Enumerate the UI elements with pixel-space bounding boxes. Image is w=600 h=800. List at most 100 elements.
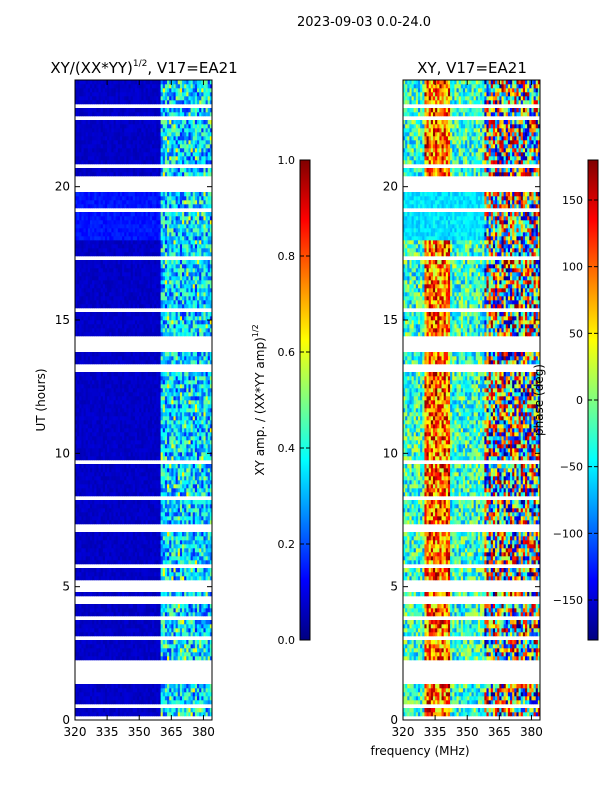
- heat-cell: [94, 692, 97, 697]
- heat-cell: [158, 640, 162, 645]
- heat-cell: [169, 656, 172, 661]
- heat-cell: [145, 648, 149, 653]
- heat-cell: [207, 648, 211, 653]
- heat-cell: [177, 656, 181, 661]
- heat-cell: [177, 652, 181, 657]
- heat-cell: [171, 700, 174, 705]
- heat-cell: [171, 628, 174, 633]
- heat-cell: [98, 632, 102, 637]
- heat-cell: [184, 712, 187, 717]
- heat-cell: [115, 648, 119, 653]
- heat-cell: [89, 688, 93, 693]
- heat-cell: [209, 632, 213, 637]
- heat-cell: [201, 696, 204, 701]
- heat-cell: [113, 696, 117, 701]
- heat-cell: [179, 640, 183, 645]
- heat-cell: [192, 628, 196, 633]
- heat-cell: [197, 632, 200, 637]
- heat-cell: [100, 684, 104, 689]
- heat-cell: [156, 644, 159, 649]
- heat-cell: [197, 652, 200, 657]
- heat-cell: [87, 712, 91, 717]
- heat-cell: [100, 640, 104, 645]
- heat-cell: [87, 708, 91, 713]
- heat-cell: [149, 708, 153, 713]
- heat-cell: [137, 624, 140, 629]
- heat-cell: [126, 628, 129, 633]
- heat-cell: [152, 624, 155, 629]
- heat-cell: [182, 624, 185, 629]
- heat-cell: [209, 624, 213, 629]
- heat-cell: [111, 656, 114, 661]
- heat-cell: [205, 684, 209, 689]
- heat-cell: [197, 624, 200, 629]
- heat-cell: [162, 696, 166, 701]
- heat-cell: [194, 688, 198, 693]
- heat-cell: [162, 712, 166, 717]
- heat-cell: [130, 648, 134, 653]
- heat-cell: [164, 648, 168, 653]
- heat-cell: [199, 640, 202, 645]
- heat-cell: [117, 700, 121, 705]
- heat-cell: [175, 708, 179, 713]
- heat-cell: [207, 652, 211, 657]
- heat-cell: [141, 652, 144, 657]
- heat-cell: [147, 644, 151, 649]
- heat-cell: [194, 628, 198, 633]
- heat-cell: [137, 640, 140, 645]
- heat-cell: [130, 708, 134, 713]
- heat-cell: [115, 624, 119, 629]
- heat-cell: [92, 652, 95, 657]
- heat-cell: [152, 684, 155, 689]
- heat-cell: [111, 708, 114, 713]
- heat-cell: [203, 632, 206, 637]
- heat-cell: [190, 640, 194, 645]
- heat-cell: [98, 692, 102, 697]
- heat-cell: [75, 712, 78, 717]
- heat-cell: [184, 632, 187, 637]
- heat-cell: [207, 708, 211, 713]
- heat-cell: [132, 624, 136, 629]
- heat-cell: [134, 692, 138, 697]
- heat-cell: [192, 652, 196, 657]
- heat-cell: [156, 692, 159, 697]
- heat-cell: [81, 628, 84, 633]
- heat-cell: [201, 648, 204, 653]
- heat-cell: [94, 696, 97, 701]
- heat-cell: [190, 632, 194, 637]
- heat-cell: [190, 696, 194, 701]
- heat-cell: [119, 696, 123, 701]
- heat-cell: [169, 712, 172, 717]
- heat-cell: [169, 628, 172, 633]
- heat-cell: [102, 684, 106, 689]
- heat-cell: [160, 712, 164, 717]
- heat-cell: [162, 684, 166, 689]
- heat-cell: [141, 708, 144, 713]
- heat-cell: [107, 692, 110, 697]
- heat-cell: [79, 692, 82, 697]
- heat-cell: [94, 708, 97, 713]
- heat-cell: [141, 656, 144, 661]
- heat-cell: [117, 652, 121, 657]
- heat-cell: [79, 688, 82, 693]
- heat-cell: [107, 700, 110, 705]
- heat-cell: [158, 648, 162, 653]
- heat-cell: [147, 652, 151, 657]
- heat-cell: [199, 624, 202, 629]
- heat-cell: [186, 692, 189, 697]
- heat-cell: [141, 692, 144, 697]
- heat-cell: [169, 696, 172, 701]
- heat-cell: [186, 696, 189, 701]
- heat-cell: [164, 708, 168, 713]
- heat-cell: [192, 632, 196, 637]
- heat-cell: [109, 628, 112, 633]
- heat-cell: [83, 648, 87, 653]
- heat-cell: [160, 684, 164, 689]
- heat-cell: [130, 688, 134, 693]
- heat-cell: [186, 640, 189, 645]
- heat-cell: [96, 708, 99, 713]
- heat-cell: [156, 708, 159, 713]
- heat-cell: [152, 700, 155, 705]
- heat-cell: [143, 628, 147, 633]
- heat-cell: [167, 684, 170, 689]
